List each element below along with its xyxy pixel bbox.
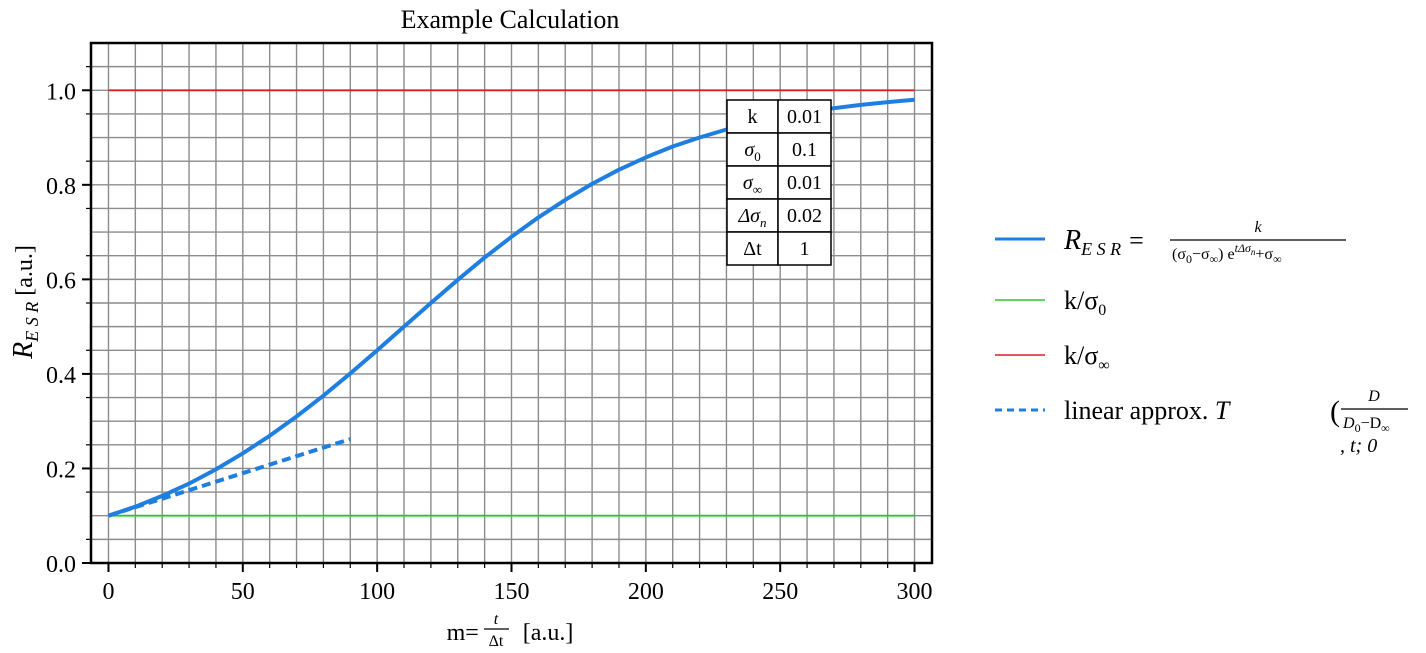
legend: RE S R = k (σ0−σ∞) etΔσn+σ∞ k/σ0 k/σ∞ lin… [995,219,1408,457]
x-tick-label: 300 [897,579,933,605]
table-param-value: 0.1 [792,139,817,161]
table-param-value: 1 [800,238,810,260]
x-axis-label: m= [a.u.] [447,620,574,646]
legend-item-resr: RE S R = k (σ0−σ∞) etΔσn+σ∞ [995,219,1346,266]
y-tick-label: 0.8 [46,174,76,200]
legend-linear-frac-num: D [1367,388,1380,405]
y-label-unit: [a.u.] [12,245,38,296]
x-label-frac-den: Δt [489,633,504,650]
legend-label-resr: RE S R = [1063,225,1144,259]
chart-title: Example Calculation [401,5,620,34]
y-tick-label: 0.0 [46,552,76,578]
table-param-label: Δσn [737,205,766,230]
table-param-label: k [748,106,758,128]
table-param-label: σ0 [744,139,760,164]
y-axis-label: RE S R [a.u.] [8,245,42,360]
x-axis-label-unit: [a.u.] [523,620,574,646]
y-tick-label: 0.4 [46,363,76,389]
legend-linear-frac-den: D0−D∞ [1342,415,1390,435]
svg-text:RE S R[a.u.]: RE S R [a.u.] [8,245,42,360]
legend-item-linear-approx: linear approx. T ( D D0−D∞ , t; 0 [995,388,1408,457]
table-cell-value [777,132,832,167]
y-tick-label: 0.2 [46,457,76,483]
table-param-value: 0.01 [787,106,822,128]
table-cell-label [726,198,779,233]
legend-linear-paren-open: ( [1330,395,1340,428]
table-param-value: 0.02 [787,205,822,227]
legend-label-k-sigmainf: k/σ∞ [1064,341,1110,374]
legend-linear-tail: , t; 0 [1340,435,1377,457]
x-tick-label: 150 [494,579,530,605]
x-tick-label: 200 [628,579,664,605]
y-tick-label: 1.0 [46,79,76,105]
table-cell-label [726,132,779,167]
x-tick-label: 50 [231,579,255,605]
legend-item-k-sigma0: k/σ0 [995,286,1106,319]
x-tick-label: 250 [762,579,798,605]
axis-ticks: 0 50 100 150 200 250 300 0.0 0.2 0.4 0.6 0.8 1.0 [46,66,933,605]
table-param-value: 0.01 [787,172,822,194]
y-tick-label: 0.6 [46,268,76,294]
series-linear-approx-line [107,437,351,518]
x-tick-label: 0 [102,579,114,605]
legend-resr-frac-den: (σ0−σ∞) etΔσn+σ∞ [1172,241,1282,266]
table-cell-label [726,165,779,200]
table-cell-value [777,198,832,233]
y-label-sub: E S R [22,302,42,343]
legend-resr-frac-num: k [1254,219,1262,236]
parameter-table: k 0.01 σ0 0.1 σ∞ 0.01 Δσn 0.02 Δt 1 [726,99,832,266]
table-param-label: Δt [743,238,762,260]
x-axis-label-prefix: m= [447,620,479,646]
table-cell-value [777,165,832,200]
legend-label-linear-approx: linear approx. T [1064,396,1231,425]
legend-label-k-sigma0: k/σ0 [1064,286,1106,319]
x-tick-label: 100 [359,579,395,605]
table-cell-value [777,99,832,134]
legend-item-k-sigmainf: k/σ∞ [995,341,1110,374]
x-axis-label-fraction: t Δt [484,611,509,650]
table-cell-value [777,231,832,266]
y-label-main: R [8,342,39,360]
x-label-frac-num: t [494,611,499,628]
table-param-label: σ∞ [743,172,762,197]
